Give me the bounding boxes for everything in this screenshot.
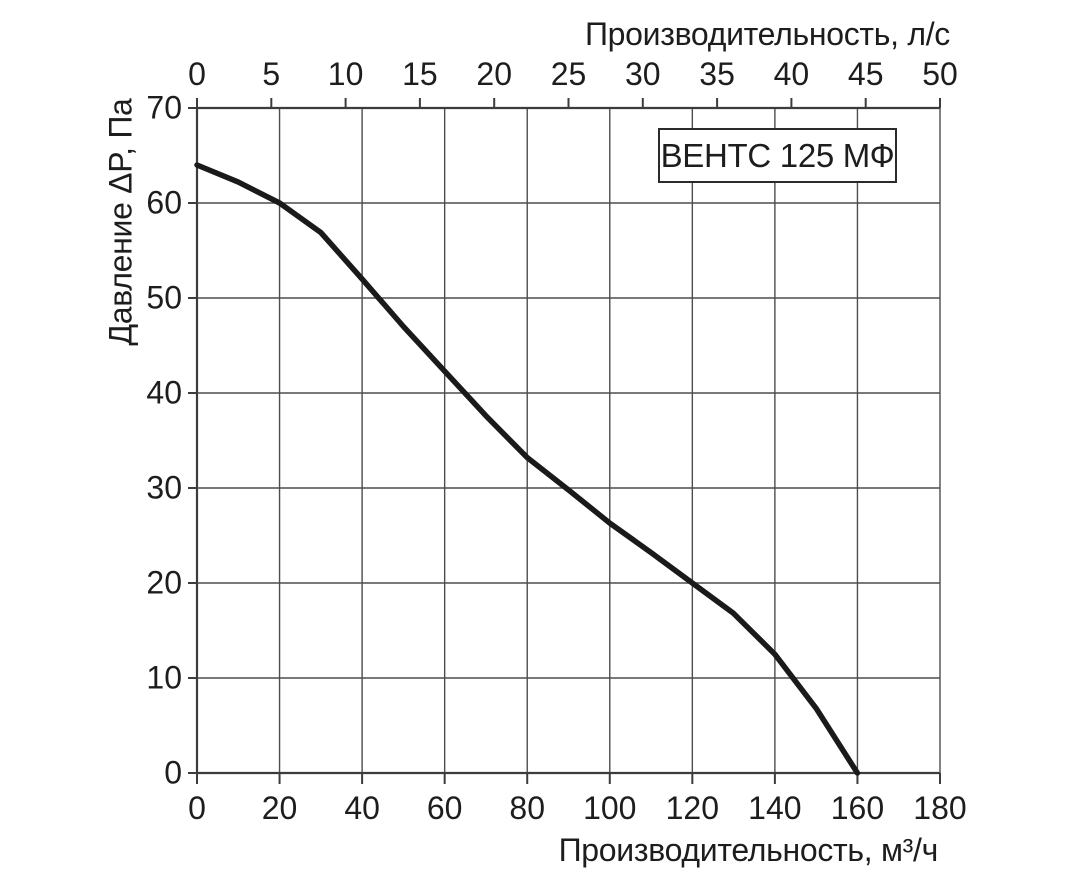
bottom-tick-label: 40 xyxy=(344,790,380,826)
left-tick-label: 0 xyxy=(164,754,182,791)
bottom-tick-label: 120 xyxy=(665,790,720,826)
top-tick-label: 40 xyxy=(773,56,810,92)
bottom-tick-label: 140 xyxy=(748,790,802,826)
left-tick-label: 40 xyxy=(146,374,182,411)
bottom-tick-label: 80 xyxy=(509,790,546,826)
performance-curve xyxy=(194,162,861,776)
top-tick-label: 15 xyxy=(402,56,438,92)
top-tick-label: 10 xyxy=(327,56,364,92)
bottom-axis-title: Производительность, м³/ч xyxy=(558,832,939,868)
left-tick-label: 30 xyxy=(146,469,182,506)
top-tick-label: 0 xyxy=(188,56,206,92)
series-label: ВЕНТС 125 МФ xyxy=(660,136,895,174)
top-tick-label: 35 xyxy=(699,56,735,92)
bottom-tick-label: 0 xyxy=(188,790,206,826)
bottom-tick-label: 100 xyxy=(583,790,637,826)
left-tick-label: 60 xyxy=(146,184,182,221)
series-label-box: ВЕНТС 125 МФ xyxy=(658,128,897,183)
left-tick-label: 20 xyxy=(146,564,182,601)
left-tick-label: 50 xyxy=(146,279,182,316)
top-tick-label: 50 xyxy=(922,56,958,92)
bottom-tick-label: 20 xyxy=(261,790,298,826)
bottom-tick-label: 180 xyxy=(913,790,967,826)
left-axis-title: Давление ΔP, Па xyxy=(102,98,139,346)
top-tick-label: 25 xyxy=(550,56,587,92)
left-tick-label: 70 xyxy=(146,89,182,126)
top-tick-label: 5 xyxy=(262,56,281,92)
top-tick-label: 30 xyxy=(625,56,661,92)
top-tick-label: 20 xyxy=(476,56,512,92)
top-axis-title: Производительность, л/с xyxy=(584,16,950,52)
top-tick-label: 45 xyxy=(847,56,884,92)
left-tick-label: 10 xyxy=(146,659,182,696)
bottom-tick-label: 160 xyxy=(830,790,885,826)
bottom-tick-label: 60 xyxy=(426,790,463,826)
